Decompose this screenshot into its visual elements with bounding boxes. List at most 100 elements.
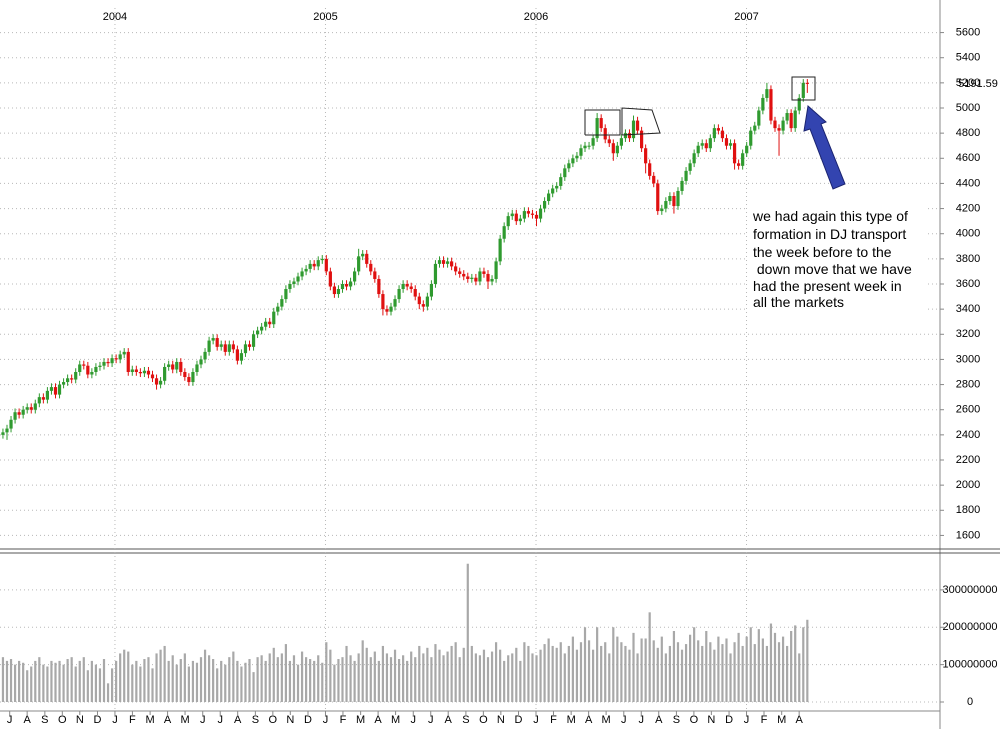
candle-body (25, 407, 29, 410)
candle-body (187, 377, 191, 383)
candle-body (538, 208, 543, 219)
volume-bar (794, 625, 797, 702)
volume-bar (680, 649, 684, 702)
volume-bar (18, 660, 21, 702)
volume-bar (438, 649, 441, 702)
volume-bar (159, 649, 162, 702)
month-tick-label: A (23, 714, 31, 726)
marks (1, 79, 809, 702)
y-tick-label: 4800 (956, 127, 980, 139)
volume-bar (454, 642, 457, 702)
candle-body (191, 372, 195, 383)
volume-bar (131, 664, 134, 702)
y-tick-label: 3200 (956, 328, 980, 340)
volume-bar (753, 644, 756, 702)
volume-bar (26, 670, 29, 702)
candle-body (211, 338, 215, 341)
volume-bar (640, 638, 643, 702)
volume-bar (207, 655, 211, 702)
candle-body (761, 97, 765, 111)
candle-body (381, 294, 385, 310)
candle-body (33, 403, 37, 410)
candle-body (753, 125, 757, 131)
candle-body (425, 296, 429, 307)
y-tick-label: 2000 (956, 479, 980, 491)
y-tick-label: 1800 (956, 504, 980, 516)
candle-body (256, 330, 260, 335)
candle-body (522, 211, 526, 219)
volume-bar (693, 627, 696, 702)
y-tick-label: 3600 (956, 278, 980, 290)
candle-body (579, 148, 583, 156)
volume-bar (729, 653, 732, 702)
volume-bar (503, 660, 506, 702)
month-tick-label: J (7, 714, 13, 726)
candle-body (644, 148, 648, 164)
volume-bar (579, 642, 583, 702)
volume-bar (737, 632, 740, 702)
volume-bar (115, 660, 118, 702)
candle-body (599, 118, 603, 129)
volume-bar (507, 655, 510, 702)
candle-body (336, 289, 341, 295)
volume-tick-label: 0 (967, 696, 973, 708)
volume-bar (199, 657, 203, 702)
candle-body (126, 351, 130, 372)
volume-bar (86, 670, 89, 702)
volume-bar (616, 636, 619, 702)
volume-bar (648, 612, 651, 702)
volume-bar (183, 653, 186, 702)
volume-bar (34, 660, 37, 702)
candle-body (563, 168, 567, 178)
candle-body (458, 271, 462, 274)
volume-bar (216, 668, 219, 702)
month-tick-label: J (200, 714, 206, 726)
candle-body (749, 130, 753, 146)
month-tick-label: O (269, 714, 278, 726)
candle-body (292, 281, 296, 284)
volume-bar (244, 662, 247, 702)
candle-body (571, 158, 575, 164)
volume-bar (596, 627, 599, 702)
candle-body (482, 271, 486, 274)
volume-bar (624, 645, 627, 702)
candle-body (595, 118, 599, 139)
volume-bar (236, 660, 239, 702)
volume-bar (600, 645, 603, 702)
volume-bar (684, 644, 688, 702)
y-tick-label: 5200 (956, 77, 980, 89)
volume-bar (478, 655, 482, 702)
candle-body (122, 351, 126, 355)
candle-body (171, 364, 175, 370)
annotation-text: had the present week in (753, 278, 902, 294)
volume-bar (555, 647, 558, 702)
volume-bar (466, 563, 469, 702)
volume-bar (523, 642, 526, 702)
candle-body (158, 380, 163, 385)
volume-bar (195, 662, 199, 702)
candle-body (268, 321, 272, 325)
volume-bar (288, 660, 292, 702)
volume-bar (268, 653, 271, 702)
month-tick-label: J (323, 714, 329, 726)
candle-body (555, 185, 559, 189)
candle-body (607, 139, 611, 144)
volume-bar (604, 642, 607, 702)
candle-body (146, 370, 151, 375)
candle-body (704, 143, 708, 149)
candle-body (627, 133, 632, 139)
candle-body (142, 370, 147, 374)
annotation-text: down move that we have (753, 261, 912, 277)
month-tick-label: S (673, 714, 680, 726)
candle-body (134, 369, 138, 372)
candle-body (450, 261, 454, 267)
volume-bar (676, 642, 680, 702)
candle-body (320, 258, 324, 261)
volume-bar (240, 666, 243, 702)
candle-body (17, 412, 21, 415)
candle-body (344, 284, 349, 287)
candle-body (340, 284, 345, 290)
volume-bar (806, 619, 809, 702)
candle-body (793, 110, 797, 129)
